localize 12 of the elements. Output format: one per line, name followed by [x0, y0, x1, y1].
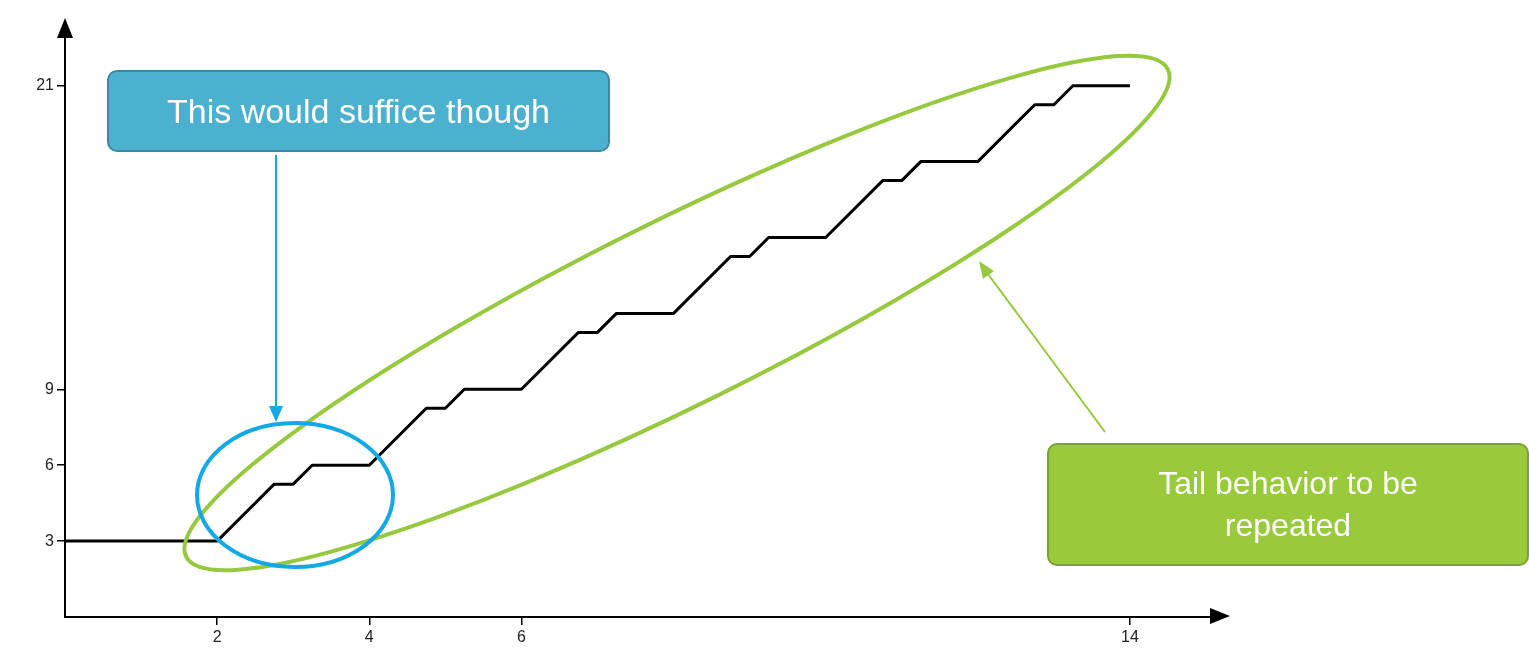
callout-box: Tail behavior to be repeated: [1047, 443, 1529, 566]
x-tick-label: 2: [212, 628, 222, 646]
y-tick-label: 3: [45, 531, 55, 549]
x-tick-label: 4: [364, 628, 374, 646]
y-tick-label: 6: [45, 455, 55, 473]
annotation: Tail behavior to be repeated: [1157, 463, 1419, 545]
y-tick-label: 21: [36, 76, 55, 94]
annotation: This would suffice though: [166, 91, 551, 131]
x-tick-label: 6: [516, 628, 526, 646]
x-tick-label: 14: [1121, 628, 1139, 646]
callout-box: This would suffice though: [107, 70, 610, 152]
y-tick-label: 9: [45, 379, 55, 397]
